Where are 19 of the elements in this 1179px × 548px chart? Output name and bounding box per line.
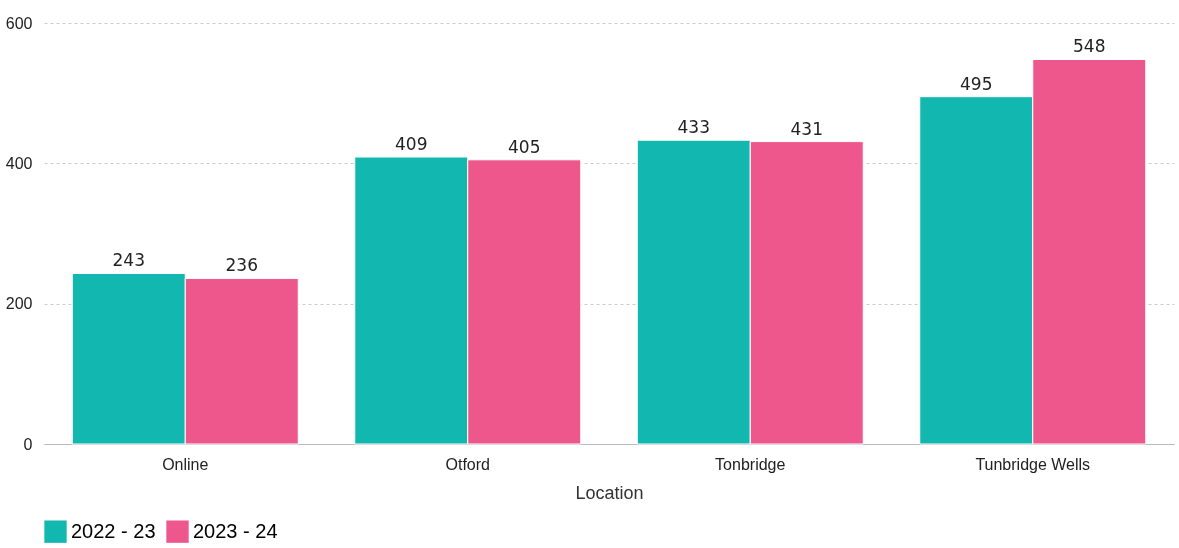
x-axis-title: Location xyxy=(575,482,644,503)
data-label: 409 xyxy=(395,134,428,155)
data-label: 236 xyxy=(225,255,258,276)
y-tick-label: 400 xyxy=(5,154,33,172)
data-label: 548 xyxy=(1073,36,1106,57)
data-label: 405 xyxy=(508,136,541,157)
legend-label: 2023 - 24 xyxy=(193,519,278,542)
x-tick-label: Otford xyxy=(445,455,490,473)
x-tick-label: Online xyxy=(162,455,209,473)
data-label: 431 xyxy=(790,118,823,139)
y-tick-label: 200 xyxy=(5,295,33,313)
x-tick-label: Tunbridge Wells xyxy=(975,455,1091,473)
legend-label: 2022 - 23 xyxy=(71,519,156,542)
data-label: 433 xyxy=(677,117,710,138)
y-tick-label: 0 xyxy=(23,435,33,453)
data-label: 495 xyxy=(960,73,993,94)
y-tick-label: 600 xyxy=(5,14,33,32)
data-label: 243 xyxy=(112,250,145,271)
x-tick-label: Tonbridge xyxy=(715,455,786,473)
